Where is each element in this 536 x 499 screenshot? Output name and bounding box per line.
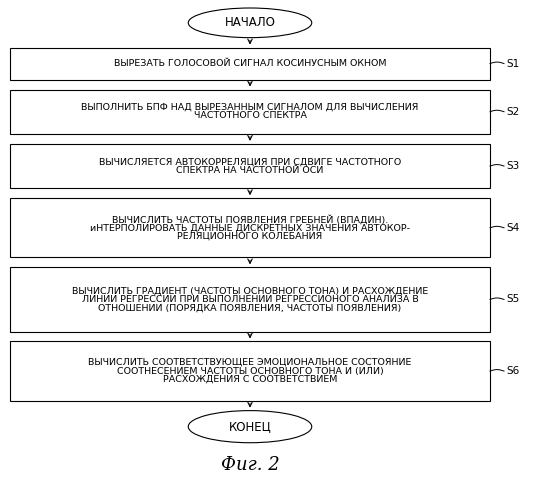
Text: ВЫРЕЗАТЬ ГОЛОСОВОЙ СИГНАЛ КОСИНУСНЫМ ОКНОМ: ВЫРЕЗАТЬ ГОЛОСОВОЙ СИГНАЛ КОСИНУСНЫМ ОКН… (114, 59, 386, 68)
Text: ВЫПОЛНИТЬ БПФ НАД ВЫРЕЗАННЫМ СИГНАЛОМ ДЛЯ ВЫЧИСЛЕНИЯ: ВЫПОЛНИТЬ БПФ НАД ВЫРЕЗАННЫМ СИГНАЛОМ ДЛ… (81, 103, 419, 112)
Text: КОНЕЦ: КОНЕЦ (229, 420, 271, 433)
Text: S3: S3 (506, 161, 519, 171)
Text: СПЕКТРА НА ЧАСТОТНОЙ ОСИ: СПЕКТРА НА ЧАСТОТНОЙ ОСИ (176, 166, 324, 175)
Ellipse shape (188, 411, 312, 443)
Text: S1: S1 (506, 58, 519, 68)
FancyBboxPatch shape (10, 341, 490, 401)
Text: иНТЕРПОЛИРОВАТЬ ДАННЫЕ ДИСКРЕТНЫХ ЗНАЧЕНИЯ АВТОКОР-: иНТЕРПОЛИРОВАТЬ ДАННЫЕ ДИСКРЕТНЫХ ЗНАЧЕН… (90, 224, 410, 233)
FancyBboxPatch shape (10, 89, 490, 134)
Text: ВЫЧИСЛИТЬ ГРАДИЕНТ (ЧАСТОТЫ ОСНОВНОГО ТОНА) И РАСХОЖДЕНИЕ: ВЫЧИСЛИТЬ ГРАДИЕНТ (ЧАСТОТЫ ОСНОВНОГО ТО… (72, 286, 428, 295)
FancyBboxPatch shape (10, 267, 490, 331)
Text: S6: S6 (506, 366, 519, 376)
Text: РЕЛЯЦИОННОГО КОЛЕБАНИЯ: РЕЛЯЦИОННОГО КОЛЕБАНИЯ (177, 232, 323, 241)
Text: S4: S4 (506, 223, 519, 233)
Text: ВЫЧИСЛИТЬ СООТВЕТСТВУЮЩЕЕ ЭМОЦИОНАЛЬНОЕ СОСТОЯНИЕ: ВЫЧИСЛИТЬ СООТВЕТСТВУЮЩЕЕ ЭМОЦИОНАЛЬНОЕ … (88, 358, 412, 367)
Text: ЛИНИИ РЕГРЕССИИ ПРИ ВЫПОЛНЕНИИ РЕГРЕССИОНОГО АНАЛИЗА В: ЛИНИИ РЕГРЕССИИ ПРИ ВЫПОЛНЕНИИ РЕГРЕССИО… (81, 295, 419, 304)
Text: S5: S5 (506, 294, 519, 304)
FancyBboxPatch shape (10, 144, 490, 188)
Text: ЧАСТОТНОГО СПЕКТРА: ЧАСТОТНОГО СПЕКТРА (193, 111, 307, 120)
Ellipse shape (188, 8, 312, 37)
Text: ВЫЧИСЛЯЕТСЯ АВТОКОРРЕЛЯЦИЯ ПРИ СДВИГЕ ЧАСТОТНОГО: ВЫЧИСЛЯЕТСЯ АВТОКОРРЕЛЯЦИЯ ПРИ СДВИГЕ ЧА… (99, 157, 401, 166)
Text: S2: S2 (506, 107, 519, 117)
Text: ВЫЧИСЛИТЬ ЧАСТОТЫ ПОЯВЛЕНИЯ ГРЕБНЕЙ (ВПАДИН).: ВЫЧИСЛИТЬ ЧАСТОТЫ ПОЯВЛЕНИЯ ГРЕБНЕЙ (ВПА… (112, 215, 388, 224)
Text: СООТНЕСЕНИЕМ ЧАСТОТЫ ОСНОВНОГО ТОНА И (ИЛИ): СООТНЕСЕНИЕМ ЧАСТОТЫ ОСНОВНОГО ТОНА И (И… (117, 367, 383, 376)
Text: НАЧАЛО: НАЧАЛО (225, 16, 276, 29)
Text: РАСХОЖДЕНИЯ С СООТВЕТСТВИЕМ: РАСХОЖДЕНИЯ С СООТВЕТСТВИЕМ (163, 375, 337, 384)
Text: ОТНОШЕНИИ (ПОРЯДКА ПОЯВЛЕНИЯ, ЧАСТОТЫ ПОЯВЛЕНИЯ): ОТНОШЕНИИ (ПОРЯДКА ПОЯВЛЕНИЯ, ЧАСТОТЫ ПО… (99, 303, 401, 312)
FancyBboxPatch shape (10, 47, 490, 80)
FancyBboxPatch shape (10, 198, 490, 257)
Text: Фиг. 2: Фиг. 2 (221, 456, 279, 474)
